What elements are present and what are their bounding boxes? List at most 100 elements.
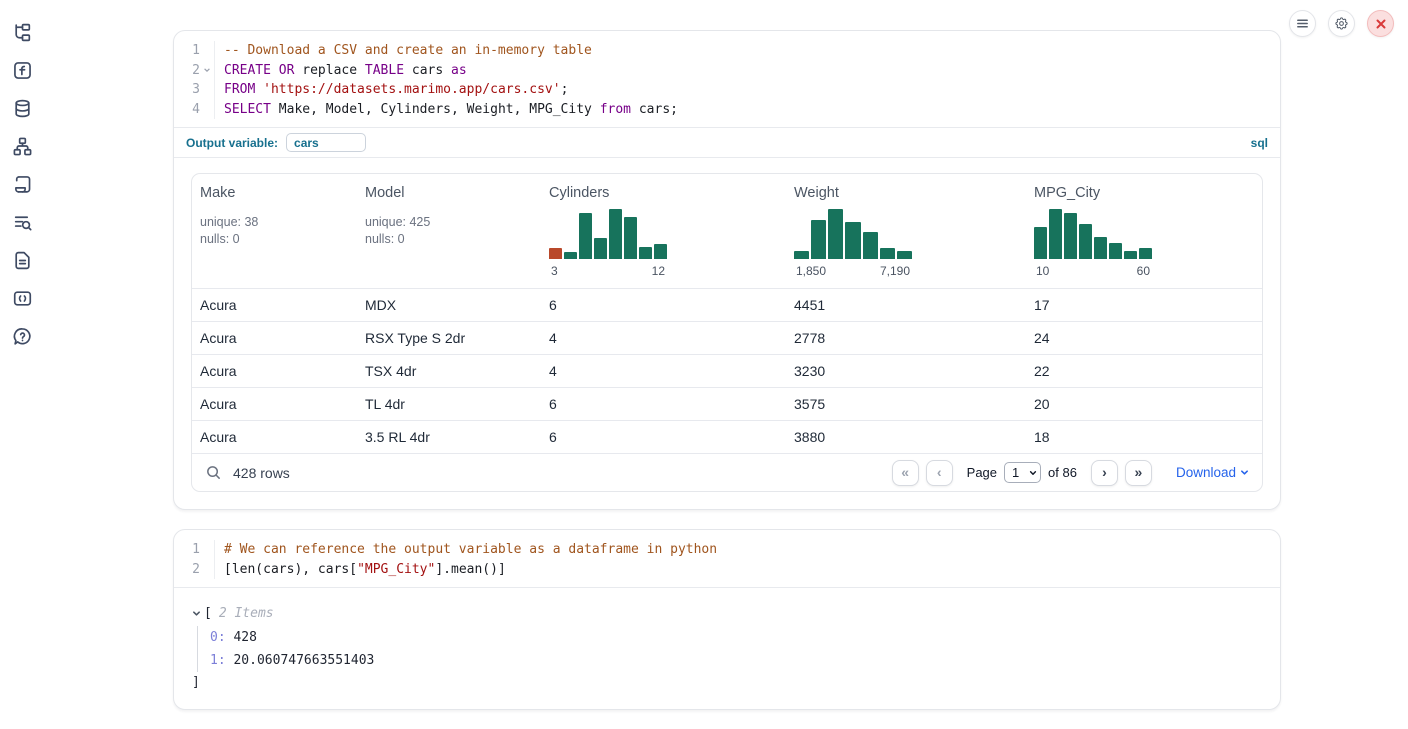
histogram-bar (896, 251, 912, 259)
left-sidebar (0, 0, 44, 729)
output-variable-row: Output variable: sql (174, 128, 1280, 157)
items-count-label: 2 Items (218, 606, 274, 621)
column-stat: unique: 38 (200, 215, 259, 229)
histogram-bar (549, 247, 562, 259)
python-code-editor[interactable]: 1 # We can reference the output variable… (174, 530, 1280, 587)
cars-data-table: Make unique: 38 nulls: 0 Model unique: 4… (191, 173, 1263, 492)
page-label: Page (966, 465, 998, 480)
code-line: 3 FROM 'https://datasets.marimo.app/cars… (174, 80, 1280, 100)
list-item: 1: 20.060747663551403 (210, 649, 1262, 672)
close-bracket: ] (192, 675, 200, 690)
scratchpad-scroll-icon[interactable] (11, 173, 33, 195)
histogram-bar (579, 213, 592, 259)
menu-button[interactable] (1289, 10, 1316, 37)
download-button[interactable]: Download (1176, 465, 1249, 480)
mpg-city-histogram: 10 60 (1034, 209, 1152, 278)
histogram-bar (609, 209, 622, 259)
file-tree-icon[interactable] (11, 21, 33, 43)
hist-min-label: 1,850 (796, 264, 827, 278)
documentation-icon[interactable] (11, 249, 33, 271)
help-bubble-icon[interactable] (11, 325, 33, 347)
histogram-bar (1079, 223, 1092, 259)
line-number: 1 (192, 542, 200, 557)
python-cell-output: [ 2 Items 0: 428 1: 20.060747663551403 ] (174, 588, 1280, 709)
chevron-left-icon: ‹ (936, 463, 942, 480)
notebook-cells: 1 -- Download a CSV and create an in-mem… (173, 0, 1281, 710)
item-index: 1: (210, 653, 226, 668)
table-row[interactable]: Acura TSX 4dr 4 3230 22 (192, 354, 1262, 387)
close-icon (1375, 18, 1387, 30)
outline-search-icon[interactable] (11, 211, 33, 233)
code-line: 2 [len(cars), cars["MPG_City"].mean()] (174, 559, 1280, 579)
collapse-toggle-button[interactable] (192, 609, 204, 618)
table-row[interactable]: Acura TL 4dr 6 3575 20 (192, 387, 1262, 420)
code-line: 4 SELECT Make, Model, Cylinders, Weight,… (174, 99, 1280, 119)
histogram-bar (1034, 227, 1047, 259)
pagination: « ‹ Page 1 of 86 › » Downl (891, 459, 1249, 486)
first-page-button[interactable]: « (891, 459, 919, 486)
table-row[interactable]: Acura RSX Type S 2dr 4 2778 24 (192, 321, 1262, 354)
column-header-make[interactable]: Make unique: 38 nulls: 0 (192, 174, 357, 288)
sql-cell: 1 -- Download a CSV and create an in-mem… (173, 30, 1281, 510)
column-stat: nulls: 0 (200, 232, 240, 246)
python-cell: 1 # We can reference the output variable… (173, 529, 1281, 710)
histogram-bar (794, 250, 810, 259)
fold-chevron-icon[interactable] (200, 61, 214, 81)
last-page-button[interactable]: » (1124, 459, 1152, 486)
sql-language-badge: sql (1250, 135, 1268, 150)
page-select[interactable]: 1 (1004, 462, 1042, 483)
output-variable-input[interactable] (286, 133, 367, 152)
table-row[interactable]: Acura MDX 6 4451 17 (192, 288, 1262, 321)
column-stat: unique: 425 (365, 215, 431, 229)
gear-icon (1334, 16, 1349, 31)
chevrons-left-icon: « (901, 463, 910, 480)
open-bracket: [ (204, 606, 212, 621)
shutdown-button[interactable] (1367, 10, 1394, 37)
hist-max-label: 12 (651, 264, 665, 278)
chevron-right-icon: › (1102, 463, 1107, 480)
column-header-cylinders[interactable]: Cylinders 3 12 (549, 185, 667, 278)
item-value: 20.060747663551403 (233, 653, 375, 668)
download-label: Download (1175, 465, 1236, 480)
notebook-actions (1289, 10, 1394, 37)
histogram-bar (1124, 251, 1137, 259)
list-item: 0: 428 (210, 626, 1262, 649)
database-icon[interactable] (11, 97, 33, 119)
dependency-graph-icon[interactable] (11, 135, 33, 157)
line-number: 2 (192, 62, 200, 78)
hist-min-label: 3 (551, 264, 558, 278)
output-variable-label: Output variable: (186, 135, 279, 150)
next-page-button[interactable]: › (1090, 459, 1118, 486)
histogram-bar (828, 209, 844, 259)
table-row[interactable]: Acura 3.5 RL 4dr 6 3880 18 (192, 420, 1262, 453)
chevron-down-icon (192, 609, 201, 618)
histogram-bar (811, 220, 827, 259)
sql-code-editor[interactable]: 1 -- Download a CSV and create an in-mem… (174, 31, 1280, 127)
column-header-mpg-city[interactable]: MPG_City 10 60 (1034, 185, 1152, 278)
table-footer: 428 rows « ‹ Page 1 of 86 › » (192, 453, 1262, 491)
sql-cell-output: Make unique: 38 nulls: 0 Model unique: 4… (174, 158, 1280, 509)
histogram-bar (845, 221, 861, 259)
line-number: 2 (192, 561, 200, 577)
prev-page-button[interactable]: ‹ (925, 459, 953, 486)
histogram-bar (1109, 242, 1122, 259)
column-header-model[interactable]: Model unique: 425 nulls: 0 (357, 174, 541, 288)
snippets-code-icon[interactable] (11, 287, 33, 309)
histogram-bar (639, 247, 652, 259)
histogram-bar (1094, 237, 1107, 259)
chevrons-right-icon: » (1134, 463, 1143, 480)
column-header-weight[interactable]: Weight 1,850 7,190 (794, 185, 912, 278)
variables-f-icon[interactable] (11, 59, 33, 81)
line-number: 1 (192, 43, 200, 58)
item-value: 428 (233, 630, 257, 645)
histogram-bar (654, 244, 667, 259)
line-number: 4 (192, 101, 200, 117)
search-button[interactable] (205, 464, 222, 481)
column-stat: nulls: 0 (365, 232, 405, 246)
list-items: 0: 428 1: 20.060747663551403 (197, 626, 1262, 672)
item-index: 0: (210, 630, 226, 645)
weight-histogram: 1,850 7,190 (794, 209, 912, 278)
histogram-bar (564, 252, 577, 259)
histogram-bar (1064, 212, 1077, 259)
settings-button[interactable] (1328, 10, 1355, 37)
